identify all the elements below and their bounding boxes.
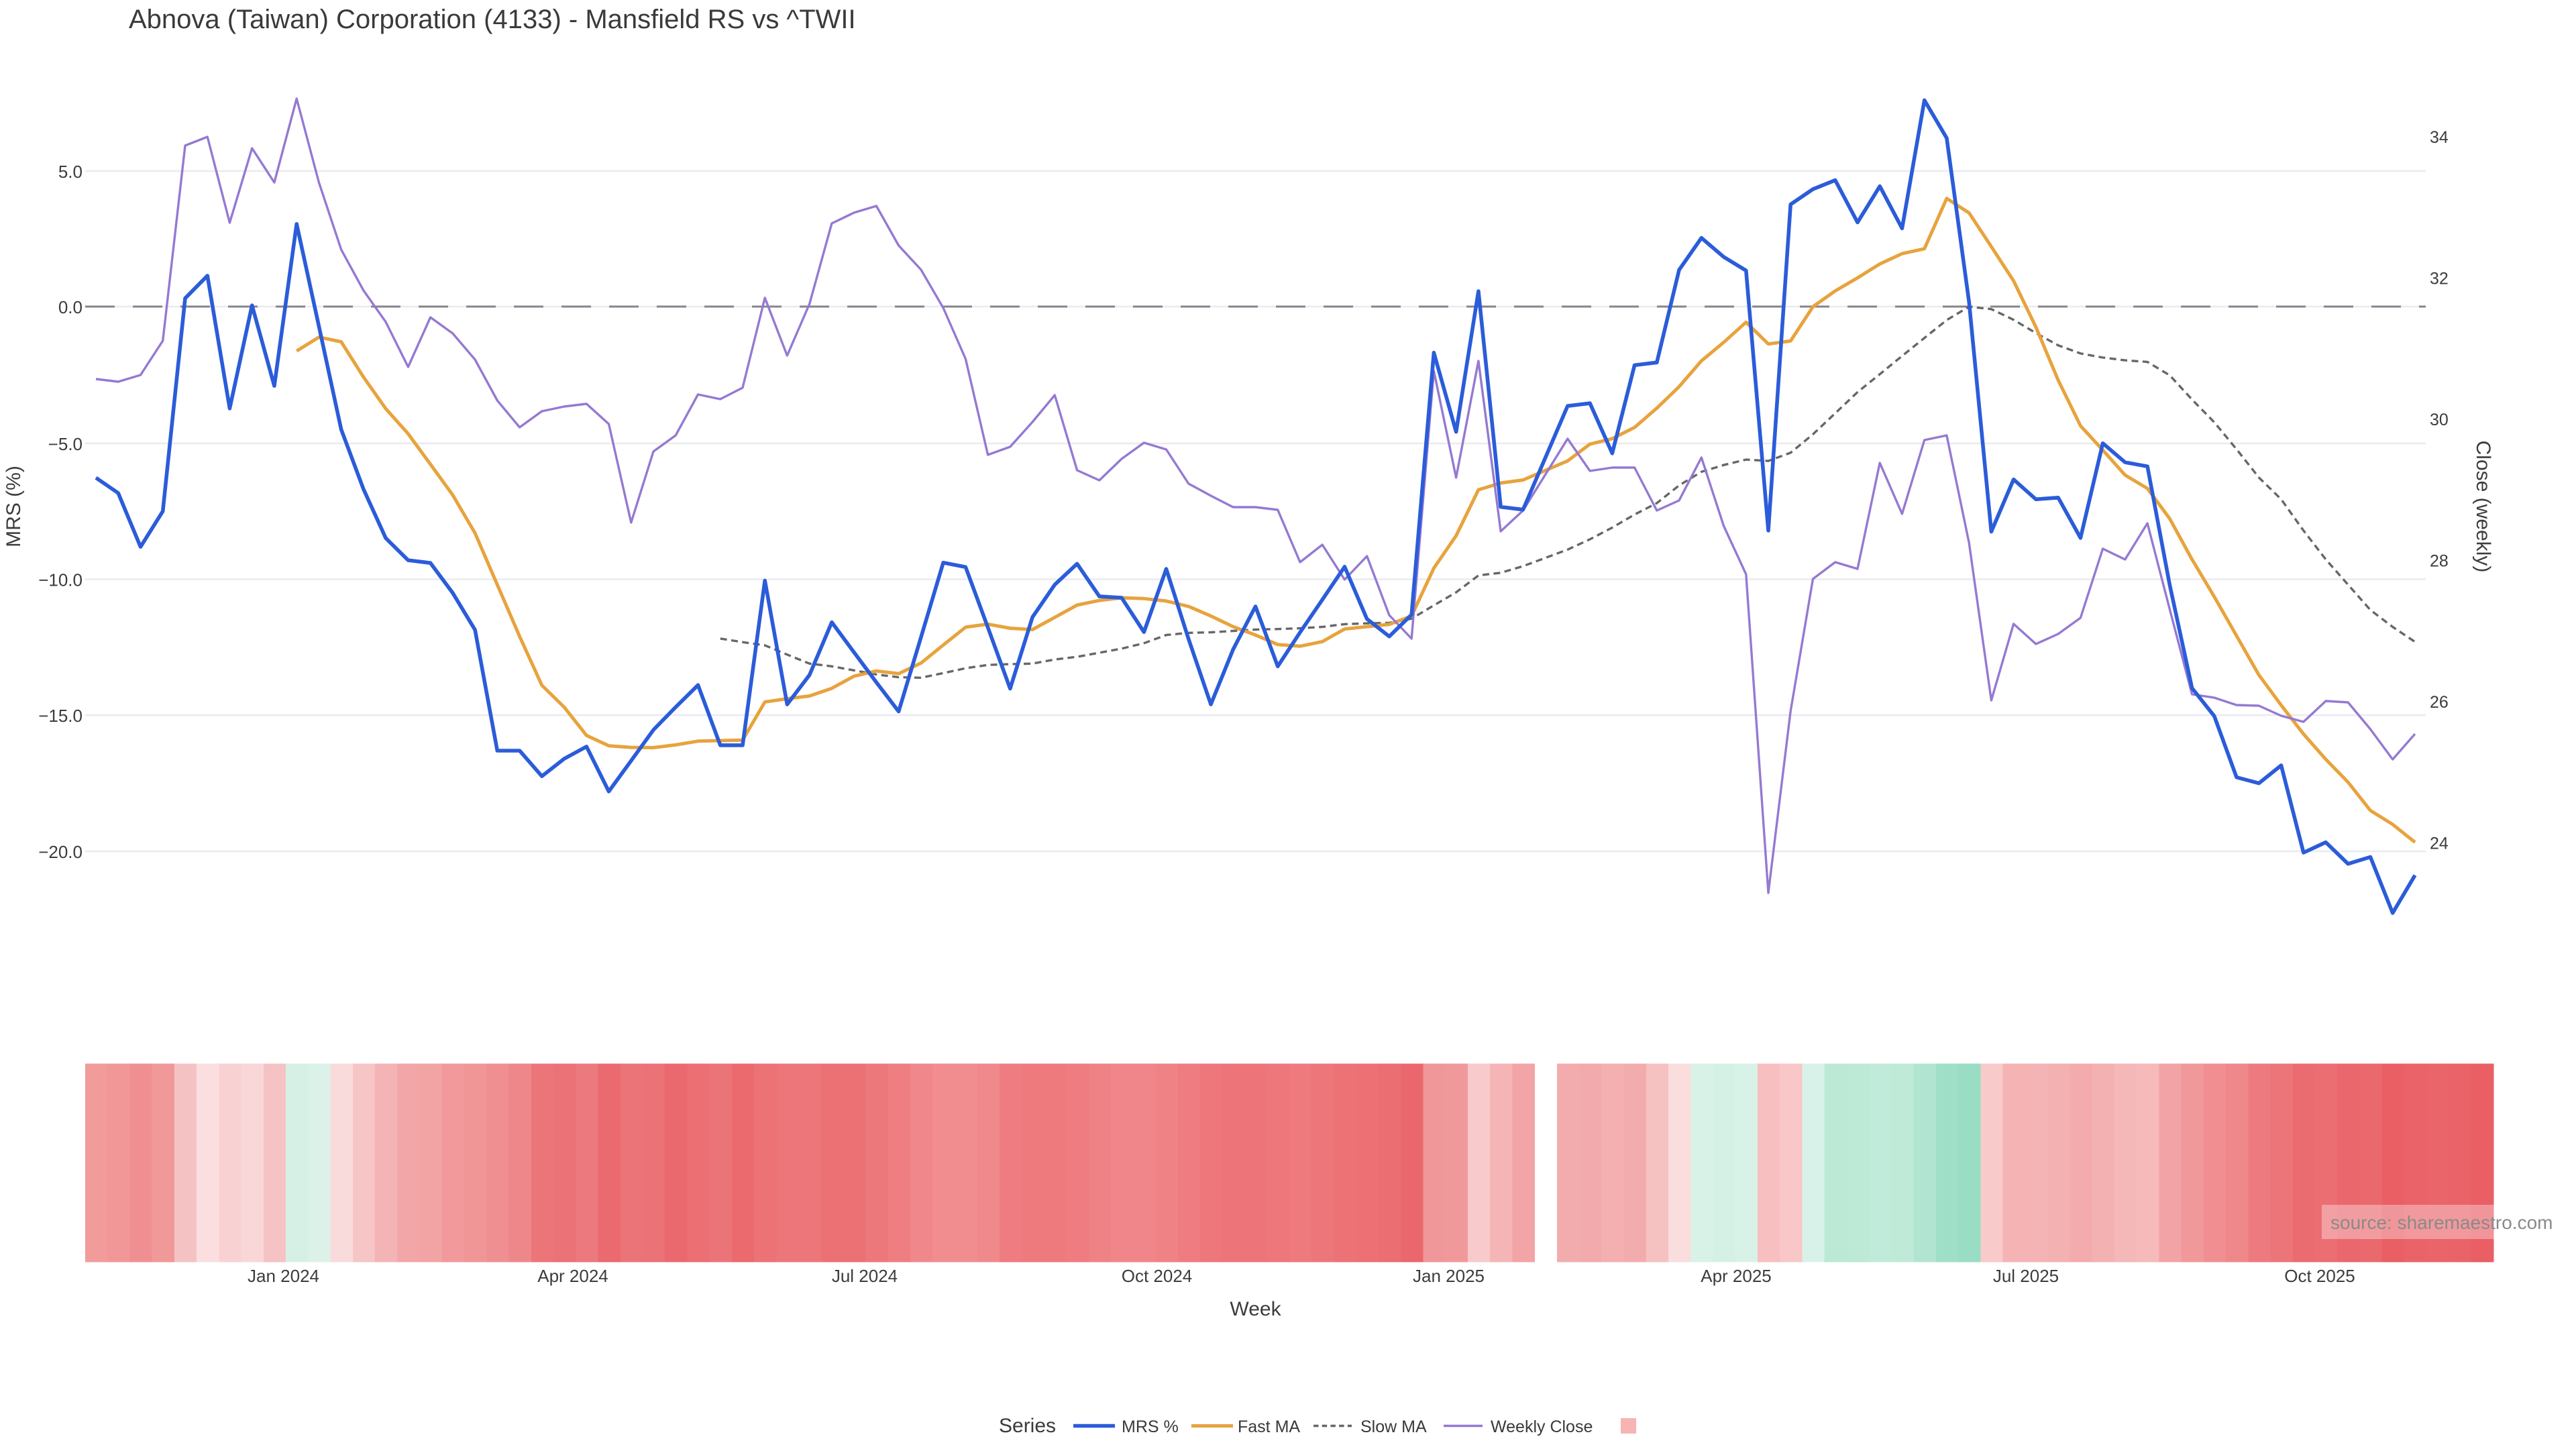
- svg-text:−10.0: −10.0: [38, 570, 83, 590]
- svg-text:30: 30: [2430, 411, 2449, 429]
- svg-text:Oct 2025: Oct 2025: [2284, 1266, 2355, 1286]
- svg-text:−5.0: −5.0: [48, 434, 83, 454]
- svg-text:Jan 2024: Jan 2024: [248, 1266, 319, 1286]
- svg-text:34: 34: [2430, 128, 2449, 147]
- svg-text:Jan 2025: Jan 2025: [1413, 1266, 1485, 1286]
- svg-text:−20.0: −20.0: [38, 842, 83, 862]
- svg-text:−15.0: −15.0: [38, 706, 83, 726]
- svg-text:26: 26: [2430, 693, 2449, 712]
- svg-text:MRS %: MRS %: [1122, 1417, 1179, 1436]
- svg-text:source: sharemaestro.com: source: sharemaestro.com: [2330, 1212, 2553, 1233]
- svg-text:Apr 2025: Apr 2025: [1701, 1266, 1772, 1286]
- svg-text:Fast MA: Fast MA: [1238, 1417, 1300, 1436]
- svg-text:Close (weekly): Close (weekly): [2472, 441, 2494, 573]
- svg-text:MRS (%): MRS (%): [3, 466, 25, 547]
- svg-text:0.0: 0.0: [58, 297, 83, 317]
- svg-text:32: 32: [2430, 270, 2449, 288]
- svg-text:Weekly Close: Weekly Close: [1491, 1417, 1593, 1436]
- svg-text:Oct 2024: Oct 2024: [1122, 1266, 1193, 1286]
- svg-text:Slow MA: Slow MA: [1360, 1417, 1427, 1436]
- svg-text:Apr 2024: Apr 2024: [537, 1266, 608, 1286]
- svg-text:Jul 2024: Jul 2024: [832, 1266, 898, 1286]
- svg-text:28: 28: [2430, 552, 2449, 571]
- svg-text:Week: Week: [1230, 1298, 1281, 1320]
- svg-text:Series: Series: [999, 1415, 1056, 1437]
- svg-text:24: 24: [2430, 835, 2449, 853]
- svg-text:5.0: 5.0: [58, 162, 83, 182]
- svg-text:Jul 2025: Jul 2025: [1993, 1266, 2059, 1286]
- svg-text:Abnova (Taiwan) Corporation (4: Abnova (Taiwan) Corporation (4133) - Man…: [129, 5, 856, 34]
